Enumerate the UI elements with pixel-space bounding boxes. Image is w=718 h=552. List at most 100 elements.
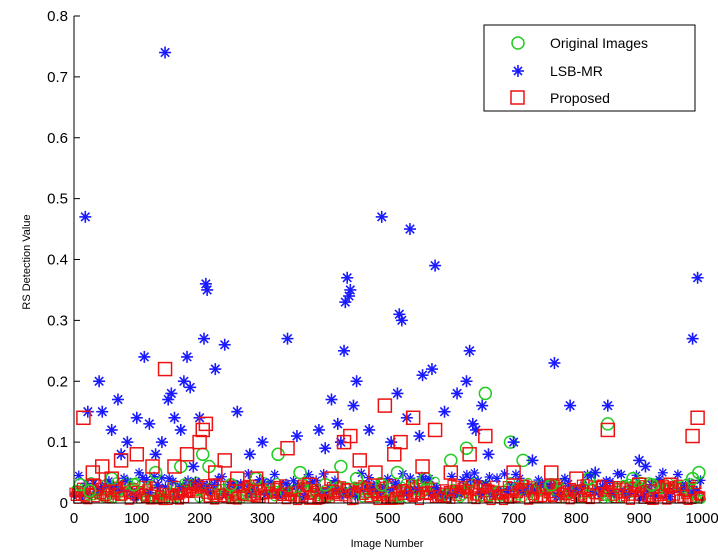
baseline-star-marker [469,467,480,478]
data-point-star [111,393,124,406]
baseline-square-marker [274,480,284,491]
data-point-circle [349,471,364,486]
data-point-star [331,417,344,430]
data-point-square [685,428,700,444]
data-point-star [416,369,429,382]
data-point-star [325,393,338,406]
data-point-star [105,423,118,436]
x-tick-label: 400 [313,510,338,527]
data-point-square [76,410,91,426]
data-point-circle [390,465,405,480]
data-point-square [113,453,129,468]
y-tick-label: 0.7 [47,69,68,86]
data-point-square [104,471,119,486]
baseline-star-marker [657,467,668,478]
baseline-square-marker [250,491,260,501]
data-point-square [377,398,393,413]
data-point-star [339,296,352,309]
data-point-star [319,442,332,455]
legend-item-lsbmr: LSB-MR [512,63,603,79]
y-tick-label: 0.4 [47,252,68,269]
data-point-star [476,399,489,412]
legend-label-original: Original Images [550,35,648,51]
data-point-star [290,430,303,443]
data-point-square [302,477,317,492]
data-point-square [415,459,430,474]
data-point-star [425,363,438,376]
data-point-star [341,271,354,284]
data-point-square [462,447,477,462]
data-point-star [691,271,704,284]
data-point-star [686,332,699,345]
data-point-star [344,283,357,296]
data-point-circle [126,477,141,492]
legend-star-marker [512,65,524,77]
data-point-star [209,363,222,376]
baseline-star-marker [156,472,167,483]
baseline-square-marker [498,495,509,506]
data-point-star [243,448,256,461]
baseline-star-marker [281,478,292,489]
data-point-square [690,410,705,426]
y-tick-label: 0.6 [47,130,68,147]
data-point-star [149,448,162,461]
data-point-square [368,465,383,480]
data-point-square [544,465,559,480]
data-point-square [343,428,358,444]
data-point-square [248,471,264,486]
data-point-star [601,399,614,412]
data-point-square [157,361,173,377]
data-point-star [181,350,194,363]
y-tick-label: 0.3 [47,312,68,329]
data-point-star [121,436,134,449]
data-point-star [187,460,200,473]
data-point-star [391,387,404,400]
data-point-star [363,423,376,436]
y-tick-label: 0.5 [47,191,68,208]
baseline-star-marker [269,469,280,480]
baseline-star-marker [616,469,627,480]
data-point-star [350,375,363,388]
data-point-star [385,436,398,449]
data-point-star [526,454,539,467]
x-tick-label: 500 [375,510,400,527]
baseline-circle-marker [234,492,244,502]
data-point-star [548,356,561,369]
series-square [76,361,705,492]
x-tick-label: 800 [564,510,589,527]
x-tick-label: 300 [250,510,275,527]
data-point-star [375,210,388,223]
data-point-square [405,410,421,426]
data-point-star [93,375,106,388]
baseline-star-marker [499,468,510,479]
baseline-star-marker [152,480,163,491]
data-point-circle [692,465,706,480]
data-point-star [564,399,577,412]
data-point-square [600,422,616,438]
data-point-star [143,417,156,430]
data-point-star [451,387,464,400]
data-point-square [387,447,402,462]
baseline-star-marker [559,473,570,484]
data-point-star [79,210,92,223]
baseline-star-marker [492,473,503,484]
dense-baseline-band [69,467,707,506]
legend: Original Images LSB-MR Proposed [483,24,696,112]
x-tick-label: 700 [501,510,526,527]
y-axis-label: RS Detection Value [21,214,33,309]
x-tick-label: 0 [70,510,78,527]
legend-circle-marker [511,36,525,50]
data-point-square [506,465,521,480]
axes-layer: 0 100 200 300 400 500 600 700 800 900 1000 0 0.1 0.2 0… [47,8,718,527]
legend-label-lsbmr: LSB-MR [550,63,603,79]
y-tick-label: 0 [60,495,68,512]
data-point-star [281,332,294,345]
data-point-star [403,223,416,236]
data-point-square [230,471,245,486]
data-point-circle [478,386,493,401]
data-point-square [129,447,145,462]
series-layer [73,46,706,498]
data-point-star [395,314,408,327]
baseline-star-marker [672,469,683,480]
data-point-square [179,447,195,462]
